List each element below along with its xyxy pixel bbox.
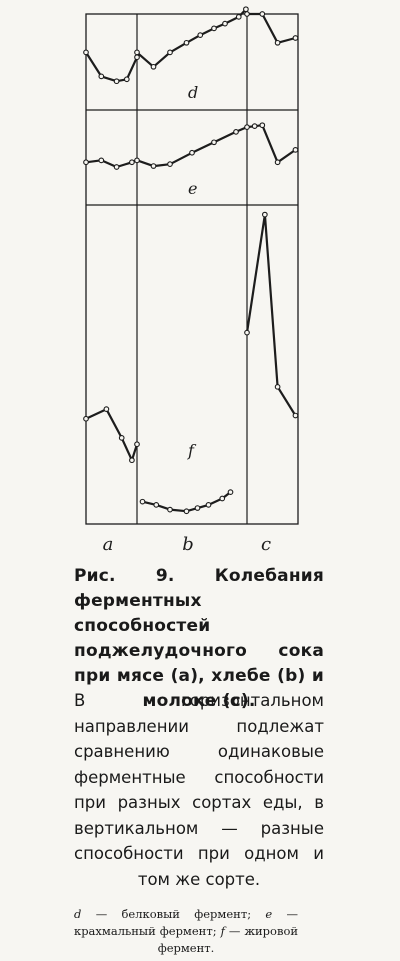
row-label-e: e — [188, 179, 197, 198]
series-f-line-2 — [85, 408, 139, 462]
series-d-point-0-6 — [150, 63, 157, 70]
series-e-point-1-13 — [274, 159, 281, 166]
series-e-point-1-14 — [292, 147, 299, 153]
legend-text-d: — белковый фермент; — [95, 907, 252, 921]
series-d-point-0-11 — [222, 20, 228, 27]
figure-chart: d e f a b c — [83, 6, 299, 555]
series-f-line-4 — [245, 213, 297, 417]
row-label-f: f — [187, 441, 197, 460]
series-d-point-0-14 — [244, 11, 250, 17]
series-d-point-0-0 — [83, 49, 89, 56]
frame-border — [85, 13, 299, 525]
series-f-point-4-1 — [262, 211, 268, 218]
series-d-point-0-5 — [134, 49, 140, 56]
series-d-point-0-13 — [243, 6, 249, 13]
series-f-point-3-7 — [227, 489, 234, 495]
column-label-b: b — [182, 534, 194, 555]
figure-note: В горизонтальном направлении подлежат ср… — [74, 691, 324, 889]
series-e-point-1-8 — [211, 139, 217, 146]
chart-series — [83, 6, 299, 515]
series-f-point-2-2 — [118, 435, 125, 441]
series-d-point-0-17 — [292, 35, 299, 41]
series-e-point-1-1 — [98, 157, 105, 164]
series-d-point-0-15 — [259, 11, 266, 17]
series-d-point-0-10 — [211, 25, 217, 32]
series-f-point-2-0 — [83, 415, 89, 422]
series-f-point-4-2 — [274, 383, 281, 390]
series-f-point-3-3 — [183, 508, 190, 515]
row-label-d: d — [188, 83, 198, 102]
series-e-point-1-7 — [189, 149, 195, 156]
series-e-point-1-11 — [251, 123, 258, 129]
series-d-point-0-4 — [134, 54, 140, 61]
legend-key-f: f — [220, 924, 225, 938]
legend-text-e: — крахмальный фермент; — [74, 907, 299, 938]
series-f-point-4-0 — [244, 329, 250, 336]
series-e-point-1-0 — [83, 159, 89, 166]
series-e-point-1-5 — [150, 163, 157, 169]
series-d-point-0-16 — [274, 39, 281, 46]
series-f-point-3-5 — [205, 502, 212, 508]
series-f-point-3-0 — [139, 498, 146, 505]
series-e-point-1-6 — [167, 161, 173, 167]
series-f-point-3-2 — [167, 506, 173, 513]
column-labels: a b c — [103, 534, 271, 555]
series-f-point-4-3 — [292, 412, 299, 419]
series-f-point-3-1 — [153, 502, 160, 508]
column-label-a: a — [103, 534, 114, 555]
series-d-line-0 — [85, 8, 296, 83]
series-d-point-0-12 — [235, 14, 242, 20]
series-d-point-0-7 — [167, 49, 173, 56]
series-f-point-2-3 — [129, 457, 135, 464]
series-e-point-1-2 — [113, 164, 120, 170]
series-e-point-1-9 — [233, 129, 239, 135]
legend-text-f: — жировой фермент. — [157, 924, 299, 955]
series-f-point-3-6 — [219, 495, 226, 502]
chart-frame — [85, 13, 299, 525]
series-f-point-2-4 — [134, 441, 140, 448]
series-e-point-1-10 — [244, 124, 250, 130]
legend-key-d: d — [74, 907, 82, 921]
series-f-point-2-1 — [103, 406, 110, 413]
figure-legend: d — белковый фермент; e — крахмальный фе… — [74, 906, 298, 957]
series-e-point-1-12 — [259, 122, 266, 129]
series-f-line-3 — [142, 491, 232, 513]
series-f-point-3-4 — [194, 505, 201, 511]
series-d-point-0-8 — [183, 39, 190, 46]
figure-caption: Рис. 9. Колебания ферментных способносте… — [74, 566, 324, 711]
row-labels: d e f — [187, 83, 198, 460]
legend-key-e: e — [265, 907, 273, 921]
series-e-line-1 — [85, 124, 297, 169]
series-d-point-0-1 — [98, 73, 105, 80]
series-d-point-0-2 — [113, 78, 120, 85]
series-e-point-1-3 — [129, 159, 135, 166]
series-d-point-0-9 — [197, 32, 204, 38]
series-e-point-1-4 — [134, 157, 140, 164]
series-d-point-0-3 — [123, 76, 130, 83]
column-label-c: c — [261, 534, 271, 555]
